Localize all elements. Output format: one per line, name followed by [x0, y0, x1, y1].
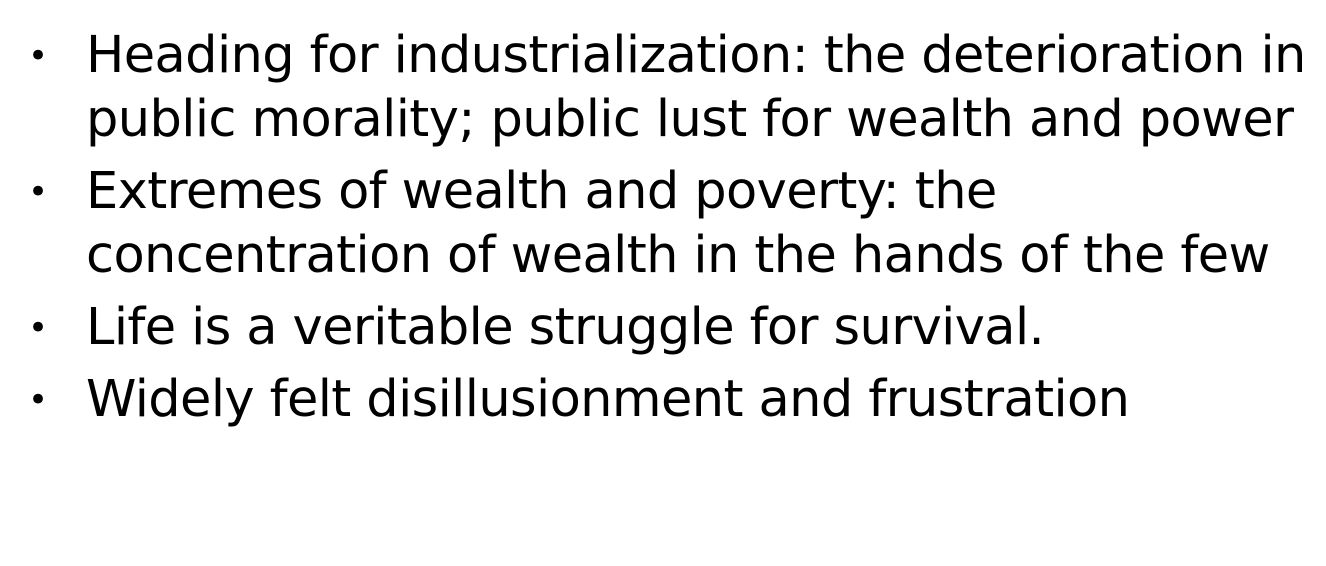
bullet-item: • Life is a veritable struggle for survi… — [28, 296, 1308, 360]
bullet-icon: • — [28, 172, 49, 212]
bullet-icon: • — [28, 380, 49, 420]
bullet-icon: • — [28, 308, 49, 348]
bullet-text: Extremes of wealth and poverty: the conc… — [86, 162, 1270, 285]
bullet-list: • Heading for industrialization: the det… — [28, 24, 1308, 440]
bullet-text: Widely felt disillusionment and frustrat… — [86, 370, 1130, 429]
bullet-text: Heading for industrialization: the deter… — [86, 26, 1306, 149]
bullet-item: • Heading for industrialization: the det… — [28, 24, 1308, 152]
bullet-item: • Widely felt disillusionment and frustr… — [28, 368, 1308, 432]
bullet-icon: • — [28, 36, 49, 76]
bullet-text: Life is a veritable struggle for surviva… — [86, 298, 1045, 357]
bullet-item: • Extremes of wealth and poverty: the co… — [28, 160, 1308, 288]
